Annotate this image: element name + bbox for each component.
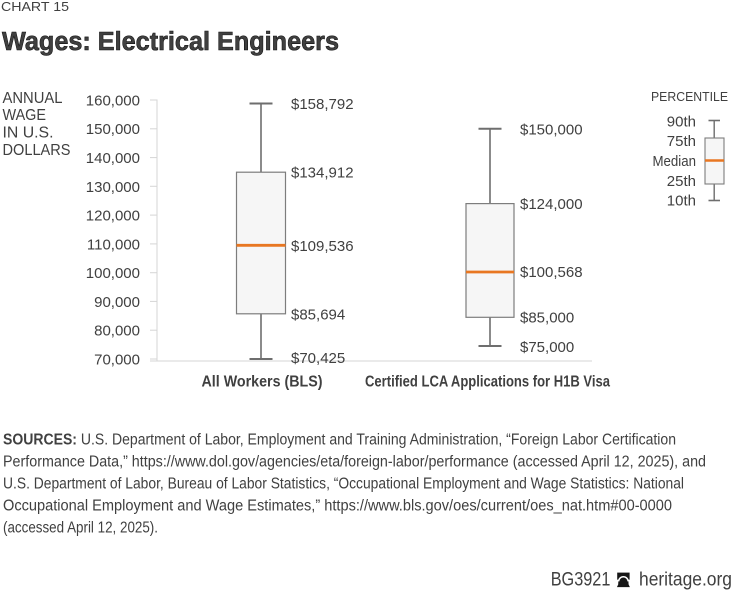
- svg-text:10th: 10th: [667, 193, 696, 210]
- svg-text:70,000: 70,000: [94, 351, 140, 368]
- svg-text:(accessed April 12, 2025).: (accessed April 12, 2025).: [3, 519, 158, 536]
- svg-text:heritage.org: heritage.org: [639, 570, 732, 590]
- svg-text:25th: 25th: [667, 173, 696, 190]
- svg-text:Certified LCA Applications for: Certified LCA Applications for H1B Visa: [365, 374, 610, 391]
- svg-text:$100,568: $100,568: [520, 264, 583, 281]
- svg-text:$109,536: $109,536: [291, 238, 354, 255]
- svg-text:Wages: Electrical Engineers: Wages: Electrical Engineers: [2, 28, 339, 56]
- svg-text:IN U.S.: IN U.S.: [3, 125, 54, 142]
- svg-text:120,000: 120,000: [86, 208, 140, 225]
- svg-text:$70,425: $70,425: [291, 350, 345, 367]
- svg-text:75th: 75th: [667, 133, 696, 150]
- svg-text:100,000: 100,000: [86, 265, 140, 282]
- svg-text:$124,000: $124,000: [520, 196, 583, 213]
- svg-text:BG3921: BG3921: [551, 570, 611, 590]
- svg-text:DOLLARS: DOLLARS: [3, 142, 71, 159]
- svg-text:PERCENTILE: PERCENTILE: [651, 89, 728, 104]
- svg-text:$150,000: $150,000: [520, 121, 583, 138]
- svg-text:90th: 90th: [667, 114, 696, 131]
- svg-text:$134,912: $134,912: [291, 165, 354, 182]
- svg-text:130,000: 130,000: [86, 179, 140, 196]
- svg-text:Median: Median: [653, 153, 697, 170]
- svg-text:140,000: 140,000: [86, 150, 140, 167]
- svg-text:Performance Data,” https://www: Performance Data,” https://www.dol.gov/a…: [3, 453, 706, 470]
- svg-text:SOURCES: U.S. Department of La: SOURCES: U.S. Department of Labor, Emplo…: [3, 431, 676, 448]
- svg-text:All Workers (BLS): All Workers (BLS): [202, 374, 323, 391]
- svg-text:160,000: 160,000: [86, 92, 140, 109]
- svg-text:WAGE: WAGE: [3, 107, 47, 124]
- svg-text:80,000: 80,000: [94, 323, 140, 340]
- svg-text:CHART 15: CHART 15: [1, 0, 69, 14]
- svg-text:$85,000: $85,000: [520, 310, 574, 327]
- svg-text:110,000: 110,000: [87, 236, 140, 253]
- svg-text:U.S. Department of Labor, Bure: U.S. Department of Labor, Bureau of Labo…: [3, 475, 684, 492]
- svg-text:$75,000: $75,000: [520, 339, 574, 356]
- svg-text:Occupational Employment and Wa: Occupational Employment and Wage Estimat…: [3, 497, 672, 514]
- svg-text:150,000: 150,000: [86, 121, 140, 138]
- svg-text:90,000: 90,000: [94, 294, 140, 311]
- svg-text:$158,792: $158,792: [291, 96, 354, 113]
- svg-text:ANNUAL: ANNUAL: [3, 90, 63, 107]
- svg-text:$85,694: $85,694: [291, 306, 345, 323]
